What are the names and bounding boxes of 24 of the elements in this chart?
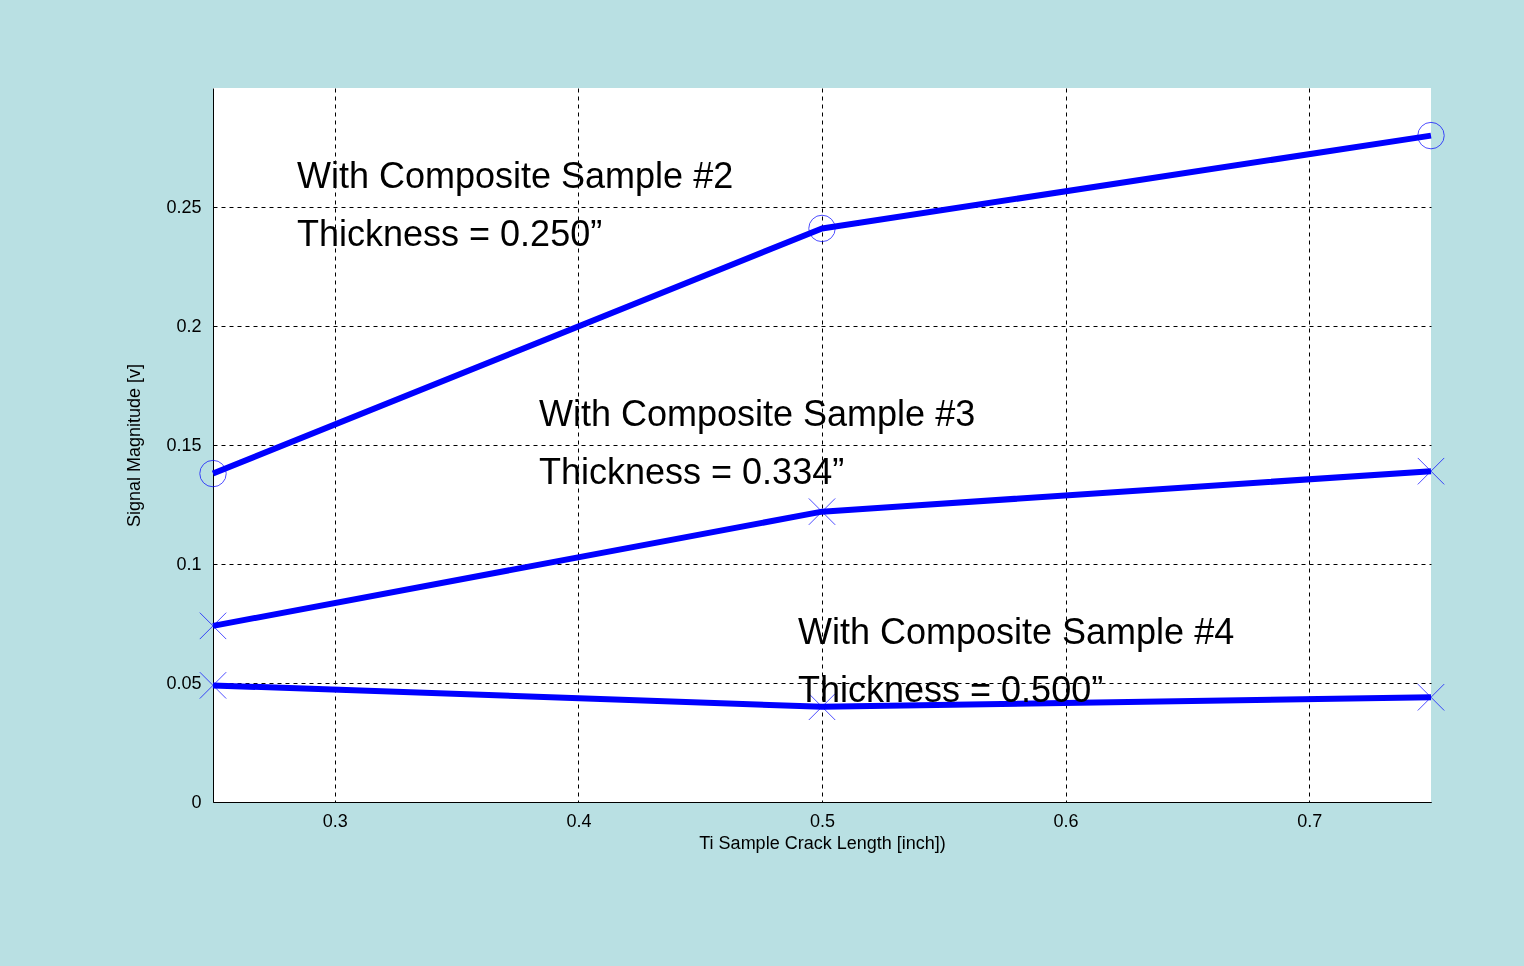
x-tick-label: 0.5 bbox=[809, 810, 836, 831]
y-tick-label: 0.15 bbox=[166, 434, 202, 455]
x-tick-label: 0.6 bbox=[1053, 810, 1079, 831]
annotation: With Composite Sample #4 Thickness = 0.500” bbox=[798, 611, 1235, 710]
x-axis-title: Ti Sample Crack Length [inch]) bbox=[699, 832, 946, 853]
point bbox=[199, 671, 227, 700]
point bbox=[1417, 683, 1445, 712]
x-tick-label: 0.7 bbox=[1297, 810, 1323, 831]
y-tick-label: 0.25 bbox=[166, 196, 202, 217]
y-tick-label: 0.2 bbox=[176, 315, 202, 336]
y-axis-title: Signal Magnitude [v] bbox=[124, 363, 145, 528]
y-tick-label: 0.1 bbox=[176, 553, 202, 574]
point bbox=[1417, 121, 1445, 150]
point bbox=[199, 612, 227, 640]
x-tick-label: 0.4 bbox=[566, 810, 592, 831]
x-tick-label: 0.3 bbox=[322, 810, 348, 831]
y-tick-label: 0 bbox=[191, 791, 202, 812]
y-tick-label: 0.05 bbox=[166, 672, 202, 693]
annotation: With Composite Sample #2 Thickness = 0.250” bbox=[297, 155, 734, 254]
point bbox=[808, 214, 836, 243]
point bbox=[199, 459, 227, 488]
point bbox=[1417, 457, 1445, 485]
annotation: With Composite Sample #3 Thickness = 0.334” bbox=[539, 393, 976, 492]
point bbox=[808, 497, 836, 526]
